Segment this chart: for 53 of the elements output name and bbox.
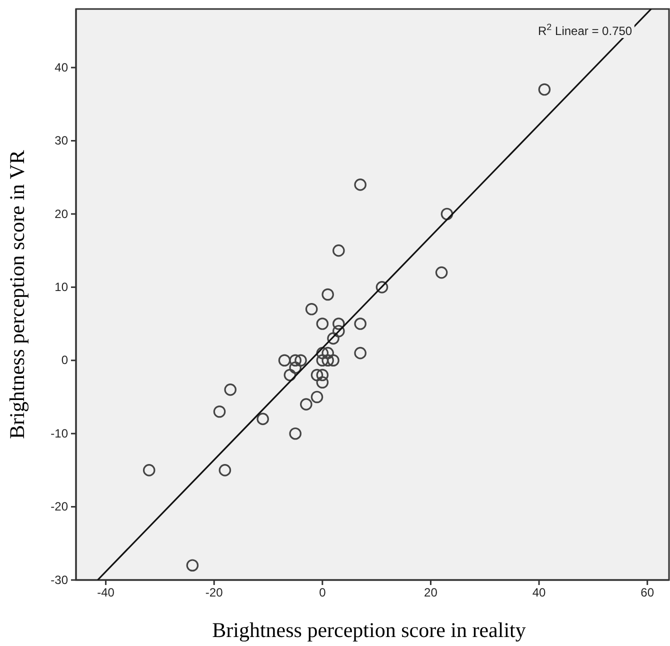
y-tick-label: 40 [54, 60, 68, 74]
point [289, 427, 302, 440]
point [213, 405, 226, 418]
point [316, 346, 329, 360]
point [332, 318, 345, 330]
x-tick-label: 40 [532, 586, 546, 600]
point [354, 318, 366, 330]
x-axis-title: Brightness perception score in reality [212, 618, 526, 642]
point [289, 362, 302, 374]
y-tick-label: 20 [54, 206, 68, 221]
point [327, 332, 340, 345]
x-tick-label: 0 [319, 586, 326, 600]
y-tick-label: 0 [61, 353, 68, 368]
point [354, 178, 366, 191]
y-tick-label: 10 [54, 280, 68, 294]
point [310, 390, 324, 404]
annotation: R$^{2}$ Linear = 0.750 [538, 22, 632, 38]
point [332, 324, 345, 338]
point [142, 464, 156, 476]
point [218, 464, 232, 476]
point [305, 303, 318, 316]
y-axis-title: Brightness perception score in VR [5, 150, 29, 439]
point [435, 266, 448, 279]
point [440, 208, 454, 220]
point [256, 412, 269, 426]
point [224, 384, 236, 396]
x-tick-label: 20 [424, 586, 438, 600]
point [327, 354, 340, 367]
point [186, 559, 199, 572]
point [316, 368, 329, 382]
point [538, 83, 551, 96]
point [376, 281, 388, 294]
y-tick-label: -30 [50, 572, 68, 587]
point [322, 354, 334, 367]
point [332, 244, 345, 257]
point [354, 346, 366, 360]
point [322, 346, 334, 360]
point [284, 368, 296, 382]
point [316, 376, 329, 388]
point [278, 354, 291, 367]
point [316, 318, 329, 330]
point [322, 288, 334, 301]
x-tick-label: -20 [205, 586, 224, 600]
x-tick-label: -40 [97, 586, 115, 600]
y-tick-label: 30 [54, 134, 68, 148]
y-tick-label: -20 [50, 500, 68, 514]
point [310, 368, 324, 382]
point [294, 354, 307, 367]
point [300, 398, 312, 410]
x-tick-label: 60 [640, 586, 654, 600]
y-tick-label: -10 [50, 426, 68, 440]
point [316, 354, 329, 367]
point [289, 354, 302, 367]
